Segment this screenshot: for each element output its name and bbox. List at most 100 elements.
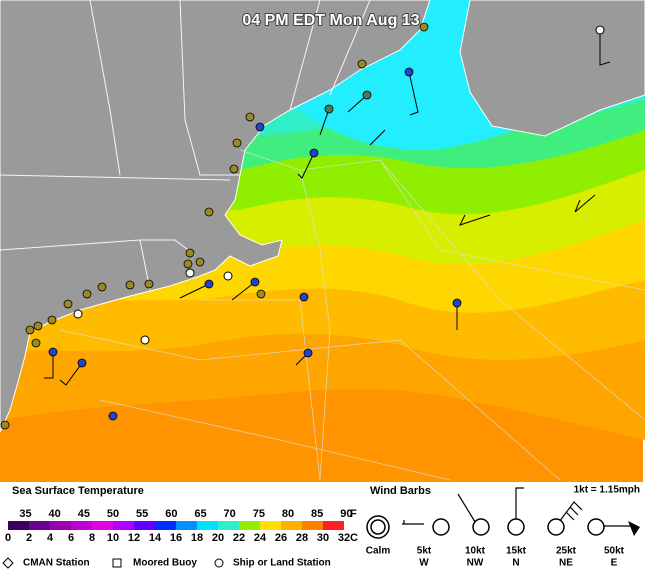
color-swatch <box>71 521 92 530</box>
color-swatch <box>113 521 134 530</box>
barb-direction: E <box>611 558 618 569</box>
color-swatch <box>134 521 155 530</box>
ship-symbol <box>214 558 224 568</box>
station <box>108 411 118 421</box>
station <box>309 148 319 158</box>
color-swatch <box>302 521 323 530</box>
cman-station <box>223 271 233 281</box>
map-title: 04 PM EDT Mon Aug 13 <box>242 12 419 29</box>
station <box>255 122 265 132</box>
color-swatch <box>92 521 113 530</box>
barb-station <box>432 518 450 536</box>
color-swatch <box>239 521 260 530</box>
station <box>324 104 334 114</box>
station <box>229 164 239 174</box>
legend-title: Sea Surface Temperature <box>12 485 144 497</box>
celsius-label: 32 <box>338 532 350 544</box>
station <box>183 259 193 269</box>
station <box>452 298 462 308</box>
station <box>419 22 429 32</box>
land <box>0 0 431 433</box>
fahrenheit-label: 85 <box>311 508 323 520</box>
barb-speed: 10kt <box>465 546 486 557</box>
wind-barb <box>408 71 419 116</box>
color-swatch <box>323 521 344 530</box>
station <box>63 299 73 309</box>
barb-direction: N <box>512 558 519 569</box>
fahrenheit-label: 65 <box>194 508 206 520</box>
station <box>299 292 309 302</box>
color-swatch <box>8 521 29 530</box>
wind-barb <box>297 152 315 179</box>
celsius-label: 22 <box>233 532 245 544</box>
celsius-label: 16 <box>170 532 182 544</box>
fahrenheit-unit: F <box>350 508 357 520</box>
barb-direction: NW <box>467 558 484 569</box>
station <box>47 315 57 325</box>
color-swatch <box>176 521 197 530</box>
station <box>33 321 43 331</box>
station <box>31 338 41 348</box>
celsius-label: 20 <box>212 532 224 544</box>
celsius-label: 0 <box>5 532 11 544</box>
map: 04 PM EDT Mon Aug 13 <box>0 0 645 482</box>
fahrenheit-label: 90 <box>340 508 352 520</box>
celsius-label: 18 <box>191 532 203 544</box>
station <box>97 282 107 292</box>
celsius-label: 6 <box>68 532 74 544</box>
station-type: CMAN Station <box>23 558 90 569</box>
color-swatch <box>197 521 218 530</box>
cman-station <box>595 25 605 35</box>
station-type: Moored Buoy <box>133 558 197 569</box>
station <box>204 207 214 217</box>
fahrenheit-label: 40 <box>49 508 61 520</box>
stations <box>0 22 611 430</box>
wind-barb <box>179 283 210 299</box>
celsius-label: 4 <box>47 532 54 544</box>
wind-barb <box>59 362 83 386</box>
color-swatch <box>260 521 281 530</box>
color-swatch <box>218 521 239 530</box>
barb-speed: 5kt <box>417 546 432 557</box>
wind-barb <box>44 352 54 379</box>
fahrenheit-label: 75 <box>253 508 265 520</box>
fahrenheit-label: 35 <box>19 508 31 520</box>
station <box>77 358 87 368</box>
station <box>256 289 266 299</box>
station <box>362 90 372 100</box>
barb-speed: 25kt <box>556 546 577 557</box>
station <box>0 420 10 430</box>
station <box>357 59 367 69</box>
barb-speed: Calm <box>366 546 391 557</box>
conversion: 1kt = 1.15mph <box>574 485 640 496</box>
barb-station <box>587 518 605 536</box>
cman-station <box>185 268 195 278</box>
celsius-unit: C <box>350 532 358 544</box>
fahrenheit-label: 70 <box>224 508 236 520</box>
celsius-label: 12 <box>128 532 140 544</box>
barb-speed: 50kt <box>604 546 625 557</box>
barb-direction: W <box>419 558 429 569</box>
wind-barb <box>574 194 596 213</box>
wind-barb <box>319 108 330 136</box>
station <box>125 280 135 290</box>
calm-symbol <box>370 519 386 535</box>
wind-barb <box>459 214 491 226</box>
borders <box>0 0 371 291</box>
celsius-label: 14 <box>149 532 162 544</box>
celsius-label: 26 <box>275 532 287 544</box>
legend: Sea Surface Temperature Wind Barbs 1kt =… <box>2 485 640 569</box>
station <box>303 348 313 358</box>
celsius-label: 30 <box>317 532 329 544</box>
station <box>250 277 260 287</box>
celsius-label: 10 <box>107 532 119 544</box>
buoy-symbol <box>112 558 122 568</box>
wind-barb <box>599 30 611 66</box>
color-swatch <box>281 521 302 530</box>
color-swatch <box>155 521 176 530</box>
station <box>25 325 35 335</box>
station <box>82 289 92 299</box>
barb <box>555 501 583 527</box>
cman-station <box>73 309 83 319</box>
wind-barb <box>231 281 256 301</box>
